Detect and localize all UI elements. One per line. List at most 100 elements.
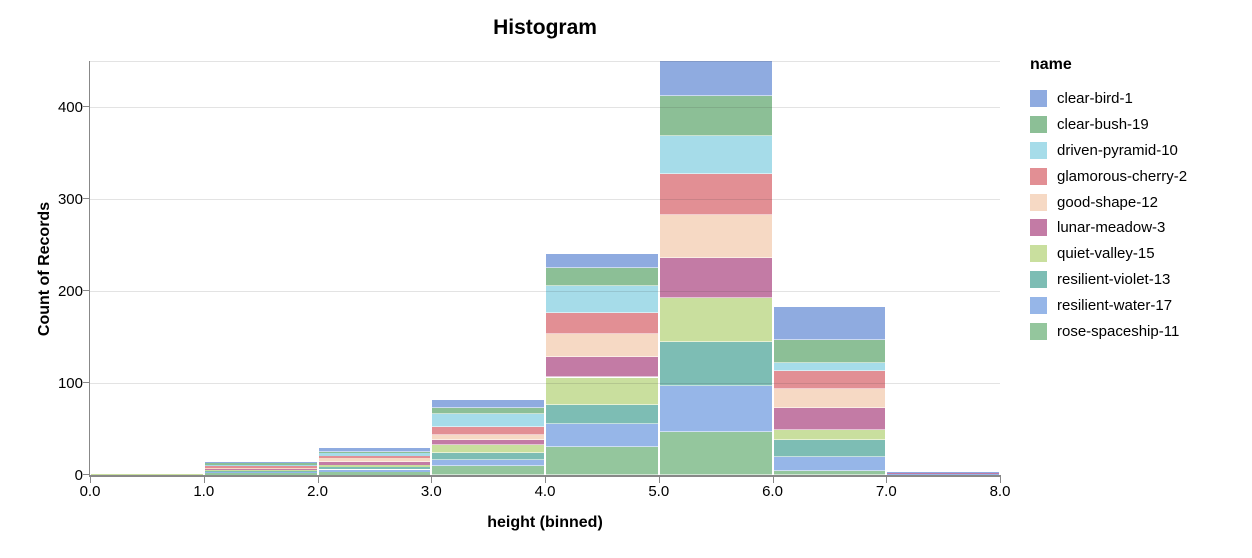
bar-segment-resilient-water-17 [546,424,658,448]
bar-segment-driven-pyramid-10 [659,135,772,175]
bar-segment-quiet-valley-15 [91,474,203,475]
legend-label: driven-pyramid-10 [1057,141,1178,159]
bar-segment-clear-bush-19 [773,339,886,363]
bar-segment-clear-bush-19 [432,407,544,415]
x-tick [317,477,319,483]
legend-swatch-icon [1030,322,1047,340]
bar-segment-lunar-meadow-3 [887,473,999,475]
bar-segment-rose-spaceship-11 [773,471,886,475]
x-axis-line [89,475,1001,477]
plot-area: 0 100 200 300 400 0.0 1.0 2.0 3.0 4.0 5.0 6.0 7.0 8.0 [58,60,1010,500]
bar-segment-driven-pyramid-10 [773,362,886,372]
gridline-y-400 [90,106,1000,108]
legend-item: good-shape-12 [1030,189,1187,215]
bar-segment-resilient-violet-13 [204,470,317,473]
legend-swatch-icon [1030,245,1047,263]
y-tick-label: 300 [57,191,83,208]
x-tick [203,477,205,483]
gridline-y-100 [90,382,1000,384]
x-axis-title: height (binned) [487,514,603,531]
legend-swatch-icon [1030,296,1047,314]
x-tick-label: 6.0 [762,483,783,500]
bar-segment-resilient-violet-13 [773,440,886,457]
y-tick [83,290,89,291]
bar-segment-resilient-water-17 [204,472,317,474]
bar-segment-clear-bush-19 [318,452,431,453]
bar-segment-resilient-water-17 [432,460,544,466]
bar-segment-glamorous-cherry-2 [773,371,886,389]
bar-segment-driven-pyramid-10 [432,414,544,428]
bar-segment-quiet-valley-15 [318,464,431,467]
bar-segment-glamorous-cherry-2 [659,174,772,215]
legend-item: rose-spaceship-11 [1030,318,1187,344]
bar-segment-driven-pyramid-10 [546,286,658,314]
legend-swatch-icon [1030,219,1047,237]
bar-segment-glamorous-cherry-2 [432,427,544,435]
bar-segment-quiet-valley-15 [204,469,317,471]
bar-segment-clear-bird-1 [887,472,999,474]
x-tick-label: 1.0 [193,483,215,500]
bar-segment-resilient-water-17 [318,469,431,473]
bar-segment-clear-bird-1 [546,254,658,268]
bar-segment-quiet-valley-15 [659,298,772,342]
legend-item: driven-pyramid-10 [1030,138,1187,164]
y-axis-line [89,61,90,477]
x-tick-label: 3.0 [420,483,442,500]
legend-swatch-icon [1030,193,1047,211]
bar-segment-driven-pyramid-10 [204,464,317,466]
bar-segment-resilient-water-17 [773,456,886,472]
bar-segment-good-shape-12 [204,467,317,469]
bar-segment-resilient-water-17 [887,474,999,475]
bar-segment-clear-bird-1 [659,61,772,96]
bar-segment-lunar-meadow-3 [773,407,886,430]
bar-segment-driven-pyramid-10 [318,452,431,456]
bar-segment-quiet-valley-15 [773,429,886,441]
gridline-y-450 [90,60,1000,62]
y-tick [83,474,89,475]
legend-swatch-icon [1030,141,1047,159]
y-tick-label: 0 [74,467,83,484]
legend-label: lunar-meadow-3 [1057,219,1166,237]
legend-swatch-icon [1030,167,1047,185]
legend-swatch-icon [1030,90,1047,108]
gridline-y-300 [90,198,1000,200]
y-tick-label: 400 [57,99,83,116]
bar-segment-lunar-meadow-3 [432,440,544,445]
legend-label: rose-spaceship-11 [1057,322,1180,340]
legend-label: resilient-violet-13 [1057,270,1171,288]
legend-item: quiet-valley-15 [1030,241,1187,267]
bar-segment-quiet-valley-15 [546,377,658,406]
legend-label: clear-bush-19 [1057,116,1149,134]
legend-item: lunar-meadow-3 [1030,215,1187,241]
bar-segment-resilient-water-17 [659,385,772,432]
legend-swatch-icon [1030,270,1047,288]
x-tick [772,477,774,483]
bar-segment-quiet-valley-15 [432,444,544,453]
bar-segment-rose-spaceship-11 [659,431,772,475]
bar-segment-lunar-meadow-3 [204,468,317,470]
bar-segment-rose-spaceship-11 [318,472,431,475]
bar-segment-rose-spaceship-11 [432,465,544,475]
x-tick [545,477,546,483]
bar-segment-rose-spaceship-11 [546,447,658,475]
legend-swatch-icon [1030,116,1047,134]
x-tick [431,477,433,483]
y-tick-label: 100 [57,375,83,392]
x-tick [886,477,888,483]
bar-segment-clear-bush-19 [546,268,658,287]
legend-label: glamorous-cherry-2 [1057,167,1188,185]
bar-segment-resilient-violet-13 [659,341,772,386]
legend-title: name [1030,56,1072,73]
x-tick-label: 7.0 [875,483,897,500]
chart-title: Histogram [493,16,597,39]
legend: name clear-bird-1 clear-bush-19 driven-pyr… [1030,56,1187,344]
bar-segment-glamorous-cherry-2 [546,313,658,335]
x-tick-label: 8.0 [989,483,1011,500]
legend-item: clear-bird-1 [1030,86,1187,112]
bar-segment-resilient-violet-13 [546,405,658,425]
bar-segment-glamorous-cherry-2 [204,465,317,468]
legend-item: resilient-water-17 [1030,292,1187,318]
y-tick [83,382,89,383]
x-tick [658,477,660,483]
